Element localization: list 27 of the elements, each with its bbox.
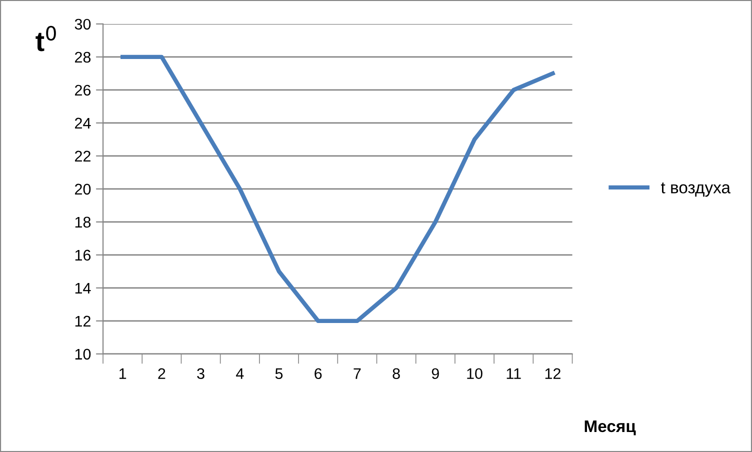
line-series xyxy=(120,54,555,324)
y-tick-label: 14 xyxy=(75,282,91,294)
x-tick-label: 12 xyxy=(545,368,560,379)
legend-label: t воздуха xyxy=(660,182,730,197)
x-tick-label: 7 xyxy=(354,368,361,379)
x-tick-label: 11 xyxy=(506,368,521,379)
y-tick-label: 26 xyxy=(74,84,91,96)
x-tick-label: 10 xyxy=(467,368,482,380)
x-tick-label: 3 xyxy=(197,368,204,380)
x-tick-label: 8 xyxy=(392,368,400,380)
y-tick-label: 22 xyxy=(74,150,90,162)
x-tick-label: 2 xyxy=(158,368,166,379)
y-tick-label: 16 xyxy=(75,250,91,261)
x-tick-label: 4 xyxy=(236,368,244,379)
x-tick-label: 1 xyxy=(119,368,126,379)
y-tick-label: 10 xyxy=(75,348,91,360)
y-tick-label: 18 xyxy=(75,216,91,228)
x-tick-label: 9 xyxy=(432,368,439,380)
y-tick-label: 24 xyxy=(74,118,91,128)
x-axis-title: Месяц xyxy=(584,420,636,436)
x-tick-label: 6 xyxy=(314,368,322,380)
y-tick-label: 12 xyxy=(75,316,90,326)
y-tick-label: 30 xyxy=(74,18,91,30)
x-tick-label: 5 xyxy=(275,368,283,380)
y-tick-label: 20 xyxy=(74,184,91,195)
y-tick-label: 28 xyxy=(74,52,91,63)
y-axis-title: t$^{0}$ xyxy=(36,26,56,52)
